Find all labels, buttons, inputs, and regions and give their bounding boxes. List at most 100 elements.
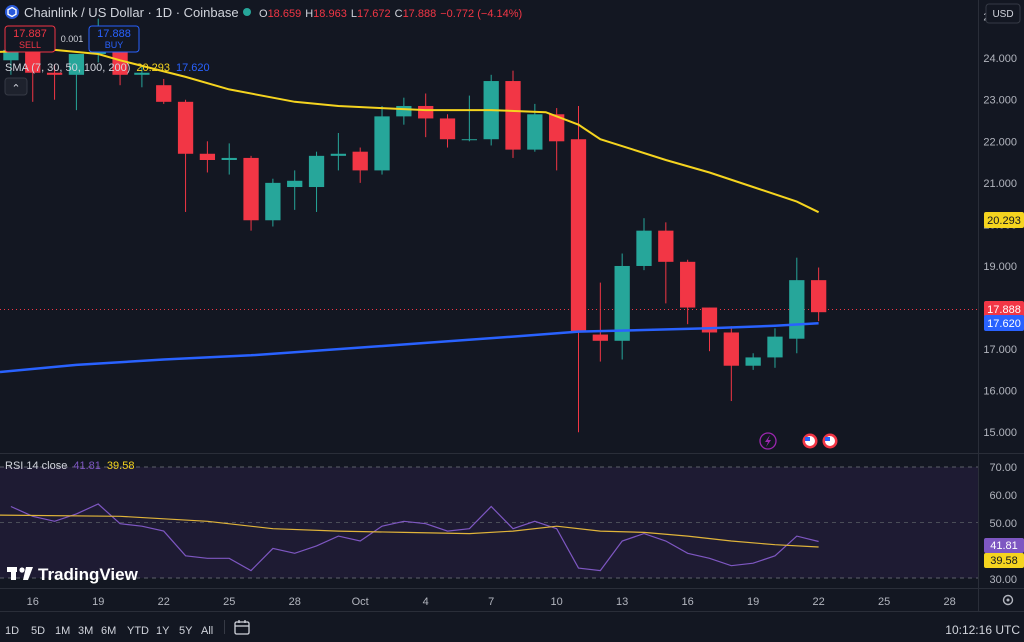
timeframe-ytd-button[interactable]: YTD: [127, 625, 149, 637]
candle-body: [418, 105, 434, 119]
sma-layer: [0, 48, 820, 374]
candle-body: [680, 261, 696, 308]
candle-up[interactable]: [461, 95, 477, 142]
sma-value-blue: 17.620: [176, 62, 210, 74]
sma-blue-badge: 17.620: [984, 315, 1024, 331]
sell-button[interactable]: 17.887 SELL: [4, 25, 56, 53]
candle-down[interactable]: [658, 222, 674, 304]
price-tick-label: 24.000: [983, 53, 1017, 65]
market-status-icon[interactable]: [243, 8, 251, 16]
candle-up[interactable]: [330, 132, 347, 171]
candle-up[interactable]: [767, 328, 783, 368]
candle-down[interactable]: [352, 147, 368, 183]
time-tick-label: Oct: [352, 596, 369, 608]
collapse-legend-button[interactable]: ⌃: [4, 77, 28, 96]
candle-up[interactable]: [636, 218, 652, 271]
time-tick-label: 25: [878, 596, 890, 608]
tradingview-wordmark: TradingView: [38, 565, 139, 584]
time-tick-label: 4: [423, 596, 429, 608]
candle-body: [549, 114, 565, 142]
calendar-icon[interactable]: [234, 620, 250, 635]
time-tick-label: 10: [551, 596, 563, 608]
sma-legend-text: SMA (7, 30, 50, 100, 200) 20.293 17.620: [5, 62, 210, 74]
candle-body: [592, 334, 608, 341]
candle-body: [614, 265, 630, 341]
timeframe-1y-button[interactable]: 1Y: [156, 625, 170, 637]
rsi-legend[interactable]: RSI 14 close 41.81 39.58: [5, 460, 134, 472]
utc-clock[interactable]: 10:12:16 UTC: [945, 623, 1020, 637]
candle-body: [461, 139, 477, 141]
timeframe-5d-button[interactable]: 5D: [31, 625, 45, 637]
candle-body: [723, 332, 739, 366]
timeframe-3m-button[interactable]: 3M: [78, 625, 93, 637]
candle-up[interactable]: [287, 170, 303, 210]
candle-up[interactable]: [374, 105, 390, 175]
candle-down[interactable]: [592, 282, 608, 362]
candle-body: [701, 307, 718, 333]
candle-down[interactable]: [25, 49, 41, 102]
candle-body: [308, 155, 325, 188]
timeframe-6m-button[interactable]: 6M: [101, 625, 116, 637]
candle-down[interactable]: [680, 259, 696, 325]
sma-label: SMA (7, 30, 50, 100, 200): [5, 62, 130, 74]
sma-yellow-badge: 20.293: [984, 212, 1024, 228]
candle-down[interactable]: [439, 114, 456, 148]
timeframe-1d-button[interactable]: 1D: [5, 625, 19, 637]
tv-logo-dot-icon: [19, 567, 25, 573]
candle-body: [439, 118, 456, 140]
open-label: O: [259, 8, 268, 20]
candle-down[interactable]: [723, 326, 739, 402]
candle-down[interactable]: [46, 64, 63, 100]
candle-down[interactable]: [156, 78, 172, 104]
candle-down[interactable]: [810, 267, 827, 322]
lightning-event-icon[interactable]: [759, 432, 777, 450]
candle-up[interactable]: [134, 66, 150, 88]
timeframe-1m-button[interactable]: 1M: [55, 625, 70, 637]
symbol-legend[interactable]: Chainlink / US Dollar · 1D · Coinbase O1…: [5, 5, 522, 20]
rsi-layer: [0, 503, 819, 572]
candle-body: [745, 357, 761, 366]
price-tick-label: 21.000: [983, 178, 1017, 190]
candle-body: [505, 81, 521, 150]
candle-up[interactable]: [308, 151, 325, 212]
candle-body: [767, 336, 783, 358]
time-axis[interactable]: 16 19 22 25 28 Oct 4 7 10 13 16 19 22 25 28: [27, 596, 956, 608]
candle-body: [810, 280, 827, 313]
chevron-up-icon: ⌃: [11, 83, 20, 95]
time-tick-label: 16: [27, 596, 39, 608]
high-label: H: [305, 8, 313, 20]
candle-up[interactable]: [68, 54, 85, 111]
rsi-axis[interactable]: 70.00 60.00 50.00 30.00: [989, 462, 1017, 586]
rsi-ma-value: 39.58: [107, 460, 135, 472]
candle-up[interactable]: [265, 178, 281, 227]
candle-down[interactable]: [549, 108, 565, 171]
gear-icon[interactable]: [1002, 594, 1014, 606]
candle-down[interactable]: [199, 141, 216, 173]
low-label: L: [351, 8, 357, 20]
candle-down[interactable]: [243, 155, 259, 231]
sma-legend[interactable]: SMA (7, 30, 50, 100, 200) 20.293 17.620: [5, 62, 210, 74]
timeframe-all-button[interactable]: All: [201, 625, 213, 637]
candle-body: [265, 182, 281, 221]
currency-button[interactable]: USD: [985, 3, 1021, 24]
events-row: [759, 432, 838, 450]
candle-down[interactable]: [177, 99, 194, 212]
sma-yellow-line: [0, 48, 820, 214]
us-flag-event-icon[interactable]: [822, 433, 838, 449]
sell-price: 17.887: [13, 28, 47, 40]
rsi-tick-label: 50.00: [989, 518, 1017, 530]
candle-down[interactable]: [570, 105, 587, 433]
symbol-title[interactable]: Chainlink / US Dollar · 1D · Coinbase: [24, 5, 239, 20]
candle-up[interactable]: [396, 97, 412, 125]
candle-up[interactable]: [221, 143, 237, 175]
price-tick-label: 16.000: [983, 386, 1017, 398]
candle-body: [25, 49, 41, 73]
timeframe-5y-button[interactable]: 5Y: [179, 625, 193, 637]
buy-button[interactable]: 17.888 BUY: [88, 25, 140, 53]
us-flag-event-icon[interactable]: [802, 433, 818, 449]
candle-up[interactable]: [614, 253, 630, 360]
candle-up[interactable]: [745, 353, 761, 370]
candle-down[interactable]: [505, 70, 521, 158]
change-value: −0.772 (−4.14%): [440, 8, 522, 20]
